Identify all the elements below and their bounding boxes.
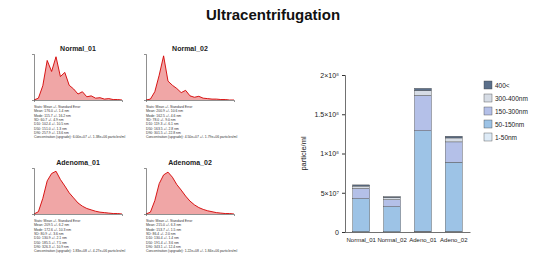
axis-line	[346, 232, 471, 233]
tick-label: Adeno_01	[409, 237, 437, 243]
bar	[445, 138, 462, 142]
tick-label: 1.5×10⁸	[314, 111, 339, 118]
stats-text: Concentration (upgrade): 4.50e+07 +/- 1.…	[146, 135, 237, 139]
bar	[353, 185, 370, 186]
line	[146, 172, 234, 214]
bar	[384, 200, 401, 207]
legend-swatch	[484, 107, 492, 115]
bar	[384, 198, 401, 200]
panel-title: Normal_01	[60, 45, 96, 52]
line-panel: Adenoma_02Stats: Mean +/- Standard Error…	[144, 159, 237, 253]
tick-mark	[342, 193, 345, 194]
tick-label: 5×10⁷	[321, 189, 340, 196]
bar	[384, 196, 401, 198]
tick-mark	[342, 114, 345, 115]
line	[34, 57, 122, 100]
bar	[414, 88, 431, 90]
plot-area	[353, 88, 463, 232]
bar	[353, 188, 370, 198]
y-axis	[144, 169, 147, 215]
x-tick: Adeno_02	[440, 232, 468, 243]
x-tick: Normal_02	[377, 232, 407, 243]
y-axis: 0 5×10⁷ 1×10⁸ 1.5×10⁸ 2×10⁸	[314, 72, 345, 236]
bar-chart: 0 5×10⁷ 1×10⁸ 1.5×10⁸ 2×10⁸ Normal_01Normal_0…	[299, 72, 528, 243]
legend-label: 50-150nm	[495, 121, 524, 128]
bar	[353, 186, 370, 188]
y-axis	[32, 55, 35, 101]
tick-mark	[342, 232, 345, 233]
tick-label: Adeno_02	[440, 237, 468, 243]
legend: 400< 300-400nm 150-300nm 50-150nm 1-50nm	[484, 81, 528, 141]
x-axis	[35, 215, 123, 217]
y-tick: 1.5×10⁸	[314, 111, 345, 118]
bar	[414, 91, 431, 96]
plot-area	[34, 171, 122, 214]
legend-label: 150-300nm	[495, 108, 528, 115]
tick-label: Normal_02	[377, 237, 407, 243]
legend-swatch	[484, 133, 492, 141]
tick-label: 2×10⁸	[320, 72, 339, 79]
stats-text: Concentration (upgrade): 1.22e+08 +/- 1.…	[146, 249, 237, 253]
line-panel: Adenoma_01Stats: Mean +/- Standard Error…	[32, 159, 125, 253]
axis-line	[35, 101, 123, 103]
y-axis-title: particle/ml	[299, 136, 308, 171]
panel-title: Normal_02	[172, 45, 208, 52]
y-axis	[32, 169, 35, 215]
area-fill	[34, 171, 122, 214]
legend-label: 300-400nm	[495, 95, 528, 102]
tick-mark	[342, 75, 345, 76]
axis-line	[147, 101, 235, 103]
legend-label: 1-50nm	[495, 134, 517, 141]
x-tick: Normal_01	[347, 232, 377, 243]
legend-swatch	[484, 120, 492, 128]
x-axis	[147, 101, 235, 103]
tick-mark	[342, 154, 345, 155]
plot-area	[34, 57, 122, 100]
plot-area	[146, 56, 234, 100]
line	[34, 171, 122, 214]
bar	[353, 199, 370, 232]
axis-line	[32, 169, 35, 215]
bar	[414, 131, 431, 231]
panel-title: Adenoma_02	[168, 159, 212, 166]
stats-text: Concentration (upgrade): 6.00e+07 +/- 1.…	[34, 135, 125, 139]
legend-swatch	[484, 94, 492, 102]
area-fill	[146, 56, 234, 100]
y-tick: 0	[335, 229, 345, 236]
x-axis: Normal_01Normal_02Adeno_01Adeno_02	[346, 232, 471, 243]
legend-label: 400<	[495, 82, 510, 89]
legend-swatch	[484, 81, 492, 89]
x-axis	[147, 215, 235, 217]
axis-line	[35, 215, 123, 217]
bar	[384, 207, 401, 232]
bar	[445, 162, 462, 231]
bar	[445, 142, 462, 162]
area-fill	[146, 172, 234, 214]
axis-line	[32, 55, 35, 101]
figure: Ultracentrifugation Normal_01Stats: Mean …	[0, 0, 546, 275]
plot-area	[146, 172, 234, 214]
panel-title: Adenoma_01	[56, 159, 100, 166]
axis-line	[144, 169, 147, 215]
area-fill	[34, 57, 122, 100]
bar	[445, 136, 462, 138]
line-panel: Normal_01Stats: Mean +/- Standard ErrorM…	[32, 45, 125, 139]
figure-title: Ultracentrifugation	[206, 6, 340, 23]
x-axis	[35, 101, 123, 103]
line	[146, 56, 234, 100]
y-tick: 1×10⁸	[320, 150, 345, 157]
tick-label: 0	[335, 229, 339, 236]
stats-text: Concentration (upgrade): 1.83e+08 +/- 4.…	[34, 249, 125, 253]
axis-line	[342, 76, 346, 233]
line-panel: Normal_02Stats: Mean +/- Standard ErrorM…	[144, 45, 237, 139]
axis-line	[147, 215, 235, 217]
y-tick: 2×10⁸	[320, 72, 345, 79]
axis-line	[144, 55, 147, 101]
bar	[414, 95, 431, 130]
y-tick: 5×10⁷	[321, 189, 345, 196]
x-tick: Adeno_01	[409, 232, 437, 243]
tick-label: Normal_01	[347, 237, 377, 243]
y-axis	[144, 55, 147, 101]
tick-label: 1×10⁸	[320, 150, 339, 157]
